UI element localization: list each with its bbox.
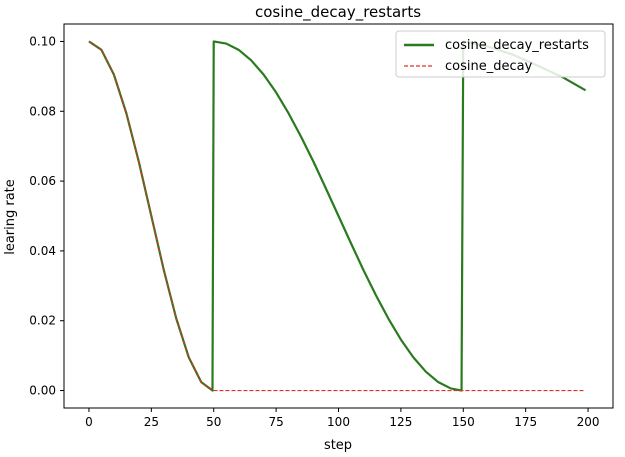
x-tick-label: 175	[514, 415, 537, 429]
y-tick-label: 0.02	[29, 314, 56, 328]
y-tick-label: 0.10	[29, 34, 56, 48]
x-axis: 0 25 50 75 100 125 150 175 200	[85, 408, 599, 429]
series-line-cosine-decay-restarts	[88, 40, 587, 392]
series-line-cosine-decay	[88, 40, 586, 392]
x-tick-label: 0	[85, 415, 93, 429]
legend-label-cosine-decay: cosine_decay	[445, 59, 533, 74]
y-tick-label: 0.04	[29, 244, 56, 258]
legend-box	[395, 30, 606, 78]
x-tick-label: 25	[144, 415, 159, 429]
series-layer	[88, 40, 587, 392]
chart-title: cosine_decay_restarts	[255, 3, 421, 22]
y-axis-label: learing rate	[3, 179, 18, 255]
x-tick-label: 125	[389, 415, 412, 429]
legend: cosine_decay_restarts cosine_decay	[395, 30, 606, 78]
y-tick-label: 0.08	[29, 104, 56, 118]
x-tick-label: 100	[327, 415, 350, 429]
plot-area	[63, 23, 614, 409]
x-tick-label: 75	[268, 415, 283, 429]
x-axis-label: step	[324, 438, 352, 453]
y-tick-label: 0.00	[29, 384, 56, 398]
x-tick-label: 150	[452, 415, 475, 429]
y-tick-label: 0.06	[29, 174, 56, 188]
x-tick-label: 50	[206, 415, 221, 429]
y-axis: 0.00 0.02 0.04 0.06 0.08 0.10	[29, 34, 64, 398]
legend-label-cosine-decay-restarts: cosine_decay_restarts	[445, 38, 589, 53]
x-tick-label: 200	[577, 415, 600, 429]
